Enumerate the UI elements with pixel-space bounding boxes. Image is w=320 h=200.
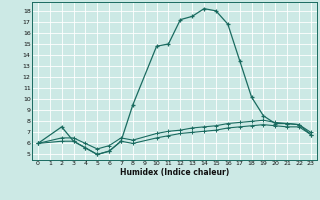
X-axis label: Humidex (Indice chaleur): Humidex (Indice chaleur) bbox=[120, 168, 229, 177]
